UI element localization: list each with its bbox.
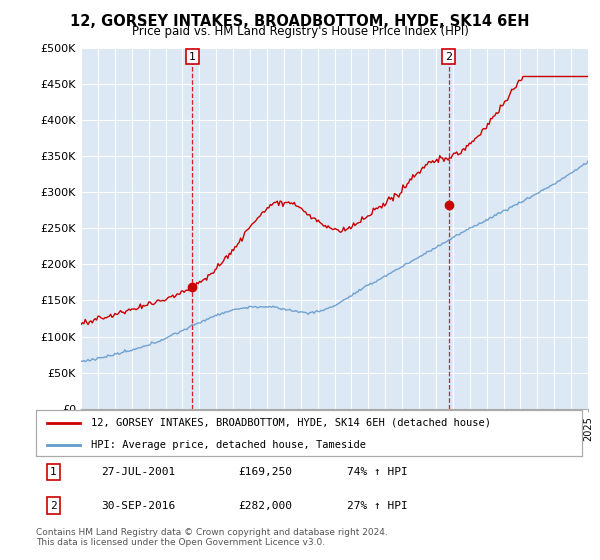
Text: 12, GORSEY INTAKES, BROADBOTTOM, HYDE, SK14 6EH: 12, GORSEY INTAKES, BROADBOTTOM, HYDE, S… — [70, 14, 530, 29]
Text: 2: 2 — [445, 52, 452, 62]
Text: 30-SEP-2016: 30-SEP-2016 — [101, 501, 176, 511]
Text: HPI: Average price, detached house, Tameside: HPI: Average price, detached house, Tame… — [91, 440, 365, 450]
Text: £282,000: £282,000 — [238, 501, 292, 511]
Text: 1: 1 — [189, 52, 196, 62]
Text: Contains HM Land Registry data © Crown copyright and database right 2024.
This d: Contains HM Land Registry data © Crown c… — [36, 528, 388, 547]
Text: 27% ↑ HPI: 27% ↑ HPI — [347, 501, 408, 511]
Text: 27-JUL-2001: 27-JUL-2001 — [101, 467, 176, 477]
Text: 74% ↑ HPI: 74% ↑ HPI — [347, 467, 408, 477]
Text: 12, GORSEY INTAKES, BROADBOTTOM, HYDE, SK14 6EH (detached house): 12, GORSEY INTAKES, BROADBOTTOM, HYDE, S… — [91, 418, 491, 428]
Text: 2: 2 — [50, 501, 56, 511]
Text: £169,250: £169,250 — [238, 467, 292, 477]
Text: 1: 1 — [50, 467, 56, 477]
Text: Price paid vs. HM Land Registry's House Price Index (HPI): Price paid vs. HM Land Registry's House … — [131, 25, 469, 38]
